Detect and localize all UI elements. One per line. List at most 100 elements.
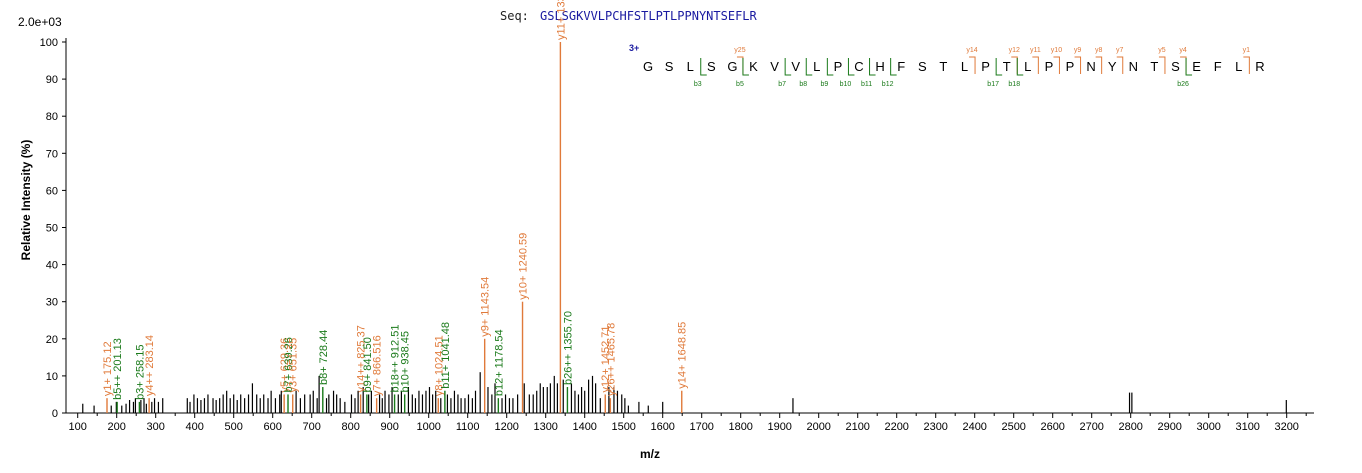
x-axis-title: m/z [640,447,660,461]
sequence-residue: Y [1108,59,1117,74]
y-fragment-marker [1011,56,1018,74]
b-fragment-label: b7 [778,81,786,88]
b-fragment-marker [826,58,834,76]
sequence-residue: P [981,59,990,74]
peak-label: y8+ 1024.51 [433,335,445,396]
x-tick-label: 2700 [1079,421,1103,433]
y-fragment-label: y4 [1179,47,1187,54]
y-fragment-label: y11 [1030,47,1041,54]
sequence-residue: S [918,59,927,74]
y-tick-label: 80 [46,111,58,123]
sequence-residue: N [1086,59,1095,74]
y-fragment-label: y1 [1243,47,1251,54]
x-tick-label: 400 [186,421,204,433]
y-tick-label: 0 [52,408,58,420]
x-tick-label: 3100 [1235,421,1259,433]
sequence-residue: F [1214,59,1222,74]
y-fragment-label: y12 [1009,47,1020,54]
sequence-residue: P [834,59,843,74]
peak-label: b8+ 728.44 [318,330,330,385]
b-fragment-marker [742,58,749,76]
x-tick-label: 2100 [845,421,869,433]
y-tick-label: 90 [46,74,58,86]
y-fragment-marker [1116,56,1124,74]
peak-label: b18++ 912.51 [390,325,402,393]
peak-label: y12+ 1452.71 [600,325,612,392]
peak-label: y14++ 825.37 [356,325,368,392]
x-tick-label: 2300 [923,421,947,433]
x-tick-label: 100 [69,421,87,433]
sequence-residue: C [854,59,863,74]
y-fragment-label: y9 [1074,47,1082,54]
peak-label: b9+ 841.50 [362,337,374,392]
sequence-residue: S [1171,59,1180,74]
peak-label: y9+ 1143.54 [480,277,492,337]
sequence-residue: L [1235,59,1242,74]
b-fragment-label: b26 [1177,81,1189,88]
y-axis-title: Relative Intensity (%) [19,140,33,261]
x-tick-label: 500 [225,421,243,433]
y-fragment-marker [1180,56,1187,74]
x-tick-label: 1500 [611,421,635,433]
b-fragment-marker [869,58,876,76]
x-tick-label: 1000 [416,421,440,433]
b-fragment-marker [1185,58,1193,76]
y-tick-label: 60 [46,185,58,197]
peak-label: b5++ 201.13 [112,338,124,400]
y-fragment-marker [736,56,744,74]
x-tick-label: 2500 [1001,421,1025,433]
sequence-residue: R [1255,59,1264,74]
y-fragment-label: y14 [966,47,977,54]
y-tick-label: 10 [46,371,58,383]
b-fragment-label: b9 [820,81,828,88]
x-tick-label: 3000 [1196,421,1220,433]
x-tick-label: 1300 [533,421,557,433]
peak-label: b3+ 258.15 [134,344,146,399]
b-fragment-marker [805,58,813,76]
y-fragment-label: y7 [1116,47,1124,54]
x-tick-label: 900 [381,421,399,433]
y-fragment-marker [1243,56,1250,74]
sequence-residue: T [1150,59,1158,74]
axes: 0 10 20 30 40 50 60 70 80 90 100 100 200 300 400 500 600… [40,37,1314,433]
sequence-residue: P [1045,59,1054,74]
sequence-residue: F [897,59,905,74]
sequence-residue: T [939,59,947,74]
x-tick-label: 700 [303,421,321,433]
b-fragment-marker [890,58,897,76]
x-tick-label: 2800 [1118,421,1142,433]
peak-label: b7+ 639.26 [283,337,295,392]
b-fragment-label: b8 [799,81,807,88]
peak-label: y3+ 651.35 [288,338,300,393]
peak-label: y14+ 1648.85 [677,322,689,389]
b-fragment-marker [1016,58,1024,76]
x-tick-label: 800 [342,421,360,433]
x-tick-label: 1800 [728,421,752,433]
y-tick-label: 40 [46,260,58,272]
intensity-scale-label: 2.0e+03 [18,15,62,29]
y-fragment-label: y5 [1158,47,1166,54]
b-fragment-label: b11 [861,81,872,88]
peak-label: b11+ 1041.48 [440,322,452,389]
y-fragment-marker [1053,56,1060,74]
y-fragment-label: y25 [734,47,745,54]
charge-state-label: 3+ [629,43,639,53]
y-fragment-marker [1074,56,1082,74]
sequence-residue: G [643,59,653,74]
y-tick-label: 30 [46,297,58,309]
b-fragment-label: b10 [840,81,852,88]
noise-peaks [82,372,1287,413]
sequence-residue: L [961,59,968,74]
sequence-residue: S [707,59,716,74]
peak-label: y5+ 629.36 [279,338,291,393]
y-fragment-label: y8 [1095,47,1103,54]
x-tick-label: 1100 [456,421,480,433]
y-tick-label: 100 [40,37,58,49]
x-tick-label: 2900 [1157,421,1181,433]
sequence-residue: G [727,59,737,74]
x-tick-label: 600 [264,421,282,433]
b-fragment-marker [995,58,1003,76]
peak-label: b12+ 1178.54 [493,329,505,396]
x-tick-label: 200 [108,421,126,433]
